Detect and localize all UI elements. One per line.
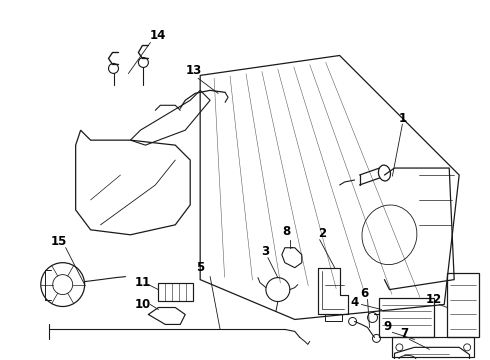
Text: 2: 2 — [318, 227, 326, 240]
Text: 15: 15 — [50, 235, 67, 248]
Bar — [392, 337, 474, 357]
Bar — [379, 298, 434, 337]
Text: 6: 6 — [361, 287, 368, 300]
Text: 12: 12 — [426, 293, 442, 306]
Text: 11: 11 — [134, 276, 150, 289]
Text: 13: 13 — [186, 64, 202, 77]
Text: 8: 8 — [283, 225, 291, 238]
Bar — [158, 283, 193, 301]
Text: 7: 7 — [400, 327, 409, 340]
Bar — [447, 273, 479, 337]
Text: 1: 1 — [398, 112, 406, 125]
Text: 10: 10 — [134, 298, 150, 311]
Text: 14: 14 — [150, 29, 167, 42]
Text: 5: 5 — [196, 261, 204, 274]
Text: 9: 9 — [383, 320, 392, 333]
Text: 3: 3 — [261, 245, 269, 258]
Text: 4: 4 — [350, 296, 359, 309]
